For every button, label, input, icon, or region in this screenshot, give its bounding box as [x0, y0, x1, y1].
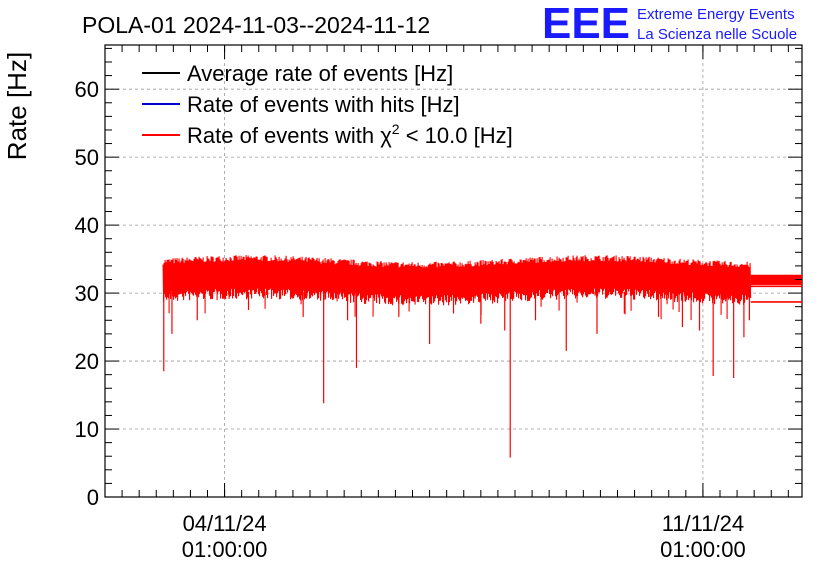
y-axis-label: Rate [Hz]: [2, 52, 32, 160]
ticks: [105, 45, 802, 498]
logo-mark: EEE: [542, 0, 630, 48]
legend-label-chi2: Rate of events with χ2 < 10.0 [Hz]: [187, 121, 513, 148]
legend-label-hits: Rate of events with hits [Hz]: [187, 92, 460, 117]
eee-logo: EEE Extreme Energy Events La Scienza nel…: [542, 0, 797, 48]
legend-label-average: Average rate of events [Hz]: [187, 61, 453, 86]
y-tick-label: 50: [75, 145, 99, 170]
tick-labels: 010203040506004/11/2401:00:0011/11/2401:…: [75, 77, 746, 562]
rate-tail-band: [750, 274, 802, 285]
series-layer: [162, 255, 802, 458]
y-tick-label: 60: [75, 77, 99, 102]
chart-title: POLA-01 2024-11-03--2024-11-12: [82, 12, 430, 38]
logo-line-2: La Scienza nelle Scuole: [637, 26, 797, 43]
y-tick-label: 10: [75, 417, 99, 442]
y-tick-label: 0: [87, 485, 99, 510]
rate-series-line: [162, 255, 752, 306]
x-tick-time: 01:00:00: [182, 537, 268, 562]
legend: Average rate of events [Hz] Rate of even…: [142, 61, 513, 148]
x-tick-date: 04/11/24: [183, 511, 267, 536]
logo-line-1: Extreme Energy Events: [637, 6, 795, 23]
y-tick-label: 20: [75, 349, 99, 374]
y-tick-label: 40: [75, 213, 99, 238]
x-tick-time: 01:00:00: [660, 537, 746, 562]
y-tick-label: 30: [75, 281, 99, 306]
x-tick-date: 11/11/24: [662, 511, 744, 536]
